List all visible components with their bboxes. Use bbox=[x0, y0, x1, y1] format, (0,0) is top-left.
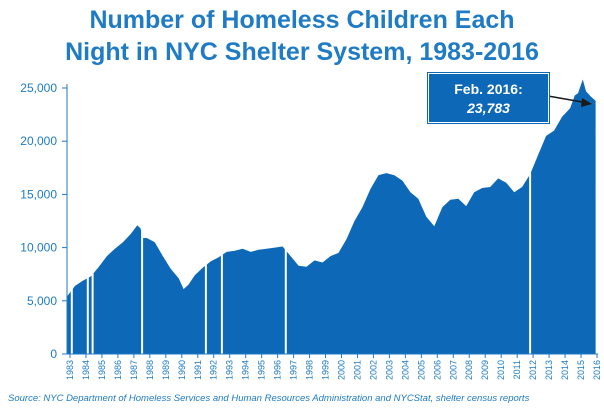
y-tick-label: 10,000 bbox=[20, 241, 57, 255]
annotation-value: 23,783 bbox=[467, 100, 510, 116]
chart-title-line1: Number of Homeless Children Each bbox=[89, 6, 515, 34]
annotation-arrow bbox=[547, 95, 589, 104]
x-tick-label: 1988 bbox=[145, 360, 155, 380]
x-tick-label: 2012 bbox=[528, 360, 538, 380]
data-gap-4 bbox=[204, 83, 207, 354]
x-tick-label: 1992 bbox=[209, 360, 219, 380]
data-gap-2 bbox=[91, 83, 94, 354]
x-tick-label: 2007 bbox=[448, 360, 458, 380]
x-tick-label: 2011 bbox=[512, 360, 522, 379]
data-gap-3 bbox=[141, 83, 144, 354]
series-area bbox=[67, 79, 596, 354]
x-tick-label: 1986 bbox=[113, 360, 123, 380]
chart-title: Number of Homeless Children Each Night i… bbox=[0, 4, 604, 68]
y-tick-label: 15,000 bbox=[20, 187, 57, 201]
y-axis: 0 5,000 10,000 15,000 20,000 25,000 bbox=[20, 81, 68, 361]
x-tick-label: 2002 bbox=[368, 360, 378, 380]
chart-title-line2: Night in NYC Shelter System, 1983-2016 bbox=[65, 38, 539, 66]
y-tick-label: 0 bbox=[50, 347, 57, 361]
x-tick-label: 1997 bbox=[289, 360, 299, 380]
x-tick-label: 1991 bbox=[193, 360, 203, 380]
x-tick-label: 1984 bbox=[81, 360, 91, 380]
y-tick-label: 20,000 bbox=[20, 134, 57, 148]
x-axis: 1983 1984 1985 1986 1987 1988 1989 1990 1991 1992… bbox=[65, 353, 602, 380]
x-tick-label: 2000 bbox=[336, 360, 346, 380]
x-tick-label: 1993 bbox=[225, 360, 235, 380]
y-tick-label: 25,000 bbox=[20, 81, 57, 95]
x-tick-label: 1989 bbox=[161, 360, 171, 380]
x-tick-label: 1985 bbox=[97, 360, 107, 380]
x-tick-label: 2006 bbox=[432, 360, 442, 380]
x-tick-label: 2004 bbox=[400, 360, 410, 380]
x-tick-label: 2014 bbox=[560, 360, 570, 380]
x-tick-label: 2010 bbox=[496, 360, 506, 380]
y-tick-label: 5,000 bbox=[27, 294, 57, 308]
data-gap-5 bbox=[220, 83, 223, 354]
annotation-arrowhead bbox=[581, 98, 592, 107]
data-gap-1 bbox=[86, 83, 89, 354]
x-tick-label: 1994 bbox=[241, 360, 251, 380]
x-tick-label: 2009 bbox=[480, 360, 490, 380]
x-tick-label: 1983 bbox=[65, 360, 75, 380]
x-tick-label: 1987 bbox=[129, 360, 139, 380]
x-tick-label: 2005 bbox=[416, 360, 426, 380]
data-gap-6 bbox=[284, 83, 287, 354]
x-tick-label: 1996 bbox=[273, 360, 283, 380]
data-gap-0 bbox=[70, 83, 73, 354]
annotation-label: Feb. 2016: bbox=[454, 81, 523, 97]
x-tick-label: 1990 bbox=[177, 360, 187, 380]
x-tick-label: 2013 bbox=[544, 360, 554, 380]
x-tick-label: 2015 bbox=[576, 360, 586, 380]
data-gap-7 bbox=[529, 83, 532, 354]
source-note: Source: NYC Department of Homeless Servi… bbox=[8, 393, 530, 404]
x-tick-label: 2016 bbox=[592, 360, 602, 380]
annotation-callout: Feb. 2016: 23,783 bbox=[428, 73, 549, 123]
x-tick-label: 1999 bbox=[321, 360, 331, 380]
x-tick-label: 1998 bbox=[305, 360, 315, 380]
x-tick-label: 2008 bbox=[464, 360, 474, 380]
x-tick-label: 2003 bbox=[384, 360, 394, 380]
plot-area bbox=[67, 79, 596, 354]
x-tick-label: 2001 bbox=[352, 360, 362, 380]
x-tick-label: 1995 bbox=[257, 360, 267, 380]
